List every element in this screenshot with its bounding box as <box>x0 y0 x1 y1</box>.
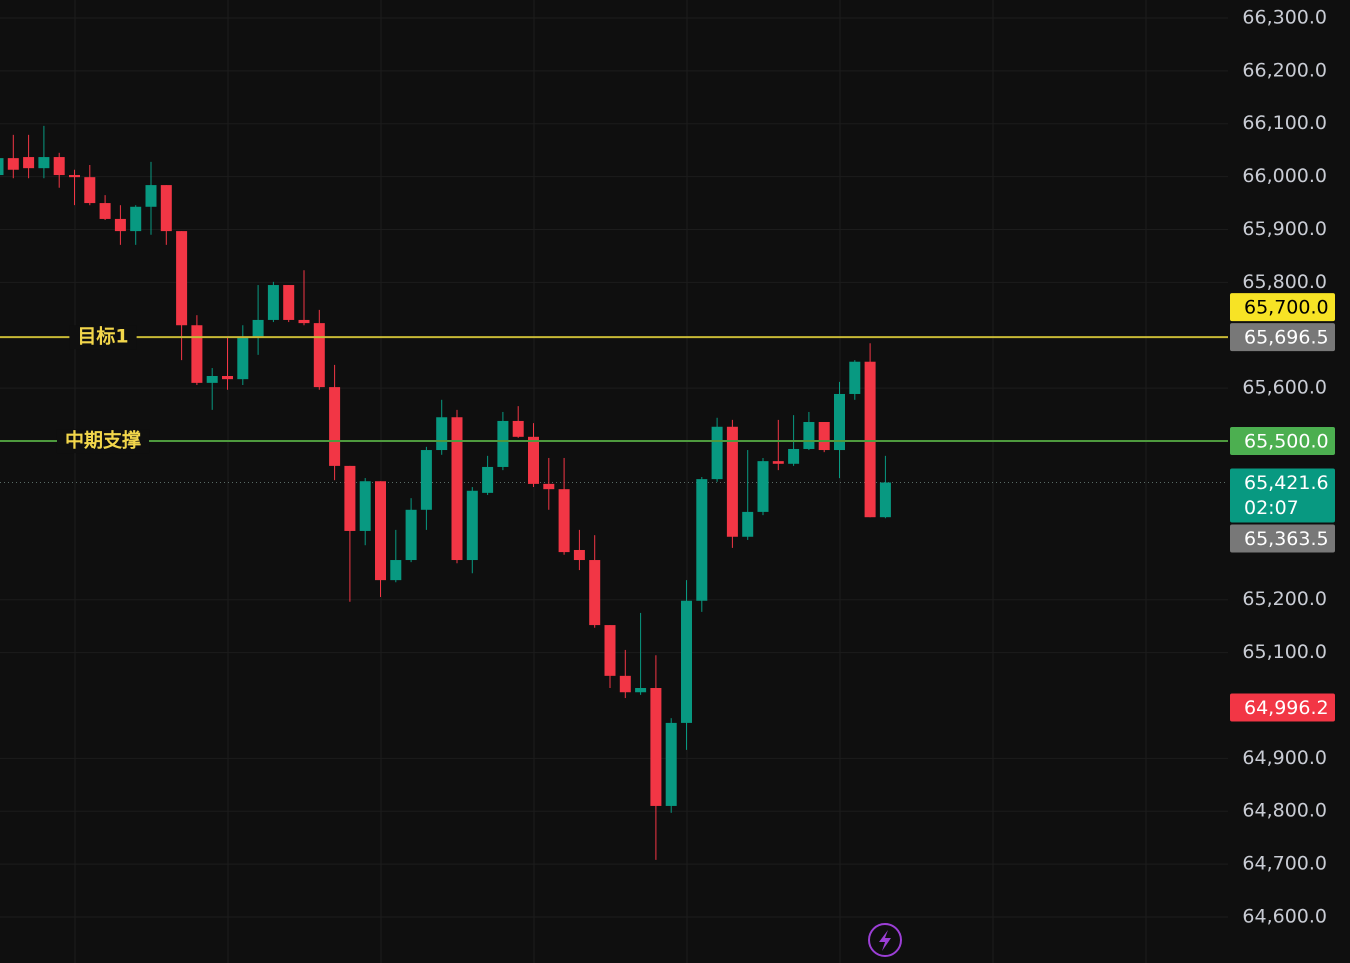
icon-circle <box>868 923 902 957</box>
candle-body <box>528 436 539 484</box>
candle-body <box>237 336 249 380</box>
y-tick-label: 64,900.0 <box>1242 747 1327 769</box>
candle-body <box>512 420 524 437</box>
price-badge <box>1230 323 1335 352</box>
candle-body <box>375 481 386 581</box>
candle-body <box>834 393 845 451</box>
candle-body <box>191 325 203 383</box>
price-badge <box>1230 524 1335 553</box>
candle-body <box>313 323 325 388</box>
candle-body <box>619 675 631 693</box>
candle-body <box>879 482 891 518</box>
price-badge-label: 65,363.5 <box>1244 528 1329 550</box>
candle-body <box>7 158 19 170</box>
y-tick-label: 66,100.0 <box>1242 112 1327 134</box>
y-tick-label: 64,800.0 <box>1242 800 1327 822</box>
candle-body <box>359 481 371 531</box>
price-badge <box>1230 468 1335 523</box>
price-badge-label: 65,700.0 <box>1244 297 1329 319</box>
candle-body <box>160 185 172 232</box>
y-tick-label: 64,600.0 <box>1242 905 1327 927</box>
grid <box>0 17 1228 918</box>
price-badge <box>1230 427 1335 456</box>
y-tick-label: 65,800.0 <box>1242 271 1327 293</box>
price-badge <box>1230 293 1335 322</box>
y-tick-label: 65,600.0 <box>1242 377 1327 399</box>
candle-body <box>420 450 432 510</box>
line-label-bg <box>56 429 150 454</box>
y-tick-label: 66,000.0 <box>1242 165 1327 187</box>
candles <box>0 125 891 860</box>
candle-body <box>482 466 494 493</box>
price-badge-label: 65,696.5 <box>1244 327 1329 349</box>
price-badge-sublabel: 02:07 <box>1244 497 1299 519</box>
candle-body <box>726 426 738 537</box>
candle-body <box>497 420 509 467</box>
candle-body <box>558 489 570 553</box>
candle-body <box>267 285 279 320</box>
candle-body <box>176 231 188 326</box>
candle-body <box>130 206 142 232</box>
candle-body <box>772 461 784 464</box>
candle-body <box>0 158 4 176</box>
candle-body <box>298 319 310 324</box>
icon-bolt <box>879 930 891 951</box>
price-badge-label: 65,421.6 <box>1244 472 1329 494</box>
price-badge-label: 65,500.0 <box>1244 431 1329 453</box>
candle-body <box>696 479 708 601</box>
y-tick-label: 66,200.0 <box>1242 59 1327 81</box>
candle-body <box>573 549 585 561</box>
candle-body <box>329 387 341 466</box>
line-label: 目标1 <box>77 326 128 348</box>
y-tick-label: 66,300.0 <box>1242 6 1327 28</box>
price-badge <box>1230 693 1335 722</box>
candle-body <box>543 483 555 490</box>
candle-body <box>849 361 861 394</box>
candle-body <box>711 426 723 480</box>
candle-body <box>206 375 218 383</box>
candle-body <box>390 560 402 581</box>
candle-body <box>466 490 478 561</box>
line-label-bg <box>69 325 137 350</box>
candle-body <box>742 511 754 537</box>
candle-body <box>38 157 50 169</box>
candle-body <box>665 722 677 806</box>
candle-body <box>84 177 96 204</box>
y-tick-label: 65,100.0 <box>1242 641 1327 663</box>
candle-body <box>436 417 448 451</box>
candle-body <box>69 175 80 178</box>
line-label: 中期支撑 <box>65 429 141 452</box>
candle-body <box>650 688 662 806</box>
y-tick-label: 64,700.0 <box>1242 853 1327 875</box>
candle-body <box>818 422 830 451</box>
candle-body <box>23 157 35 169</box>
candle-body <box>604 625 616 676</box>
candle-body <box>405 509 417 561</box>
candle-body <box>145 185 157 207</box>
candle-body <box>635 688 647 693</box>
candle-body <box>114 218 126 232</box>
candle-body <box>681 600 692 723</box>
candle-body <box>589 560 601 626</box>
candle-body <box>99 203 111 219</box>
candle-body <box>757 461 769 512</box>
candle-body <box>788 448 800 464</box>
lightning-button[interactable] <box>868 923 902 957</box>
overlays: 目标1 中期支撑 <box>0 325 1228 454</box>
price-badge-label: 64,996.2 <box>1244 697 1329 719</box>
y-tick-label: 65,900.0 <box>1242 218 1327 240</box>
candle-body <box>53 157 65 176</box>
y-tick-label: 65,200.0 <box>1242 588 1327 610</box>
candle-body <box>344 465 356 531</box>
candle-body <box>803 422 815 449</box>
candle-body <box>864 361 876 518</box>
candle-body <box>283 285 295 320</box>
candle-body <box>451 417 463 561</box>
candle-body <box>252 319 264 337</box>
candle-body <box>222 375 233 380</box>
